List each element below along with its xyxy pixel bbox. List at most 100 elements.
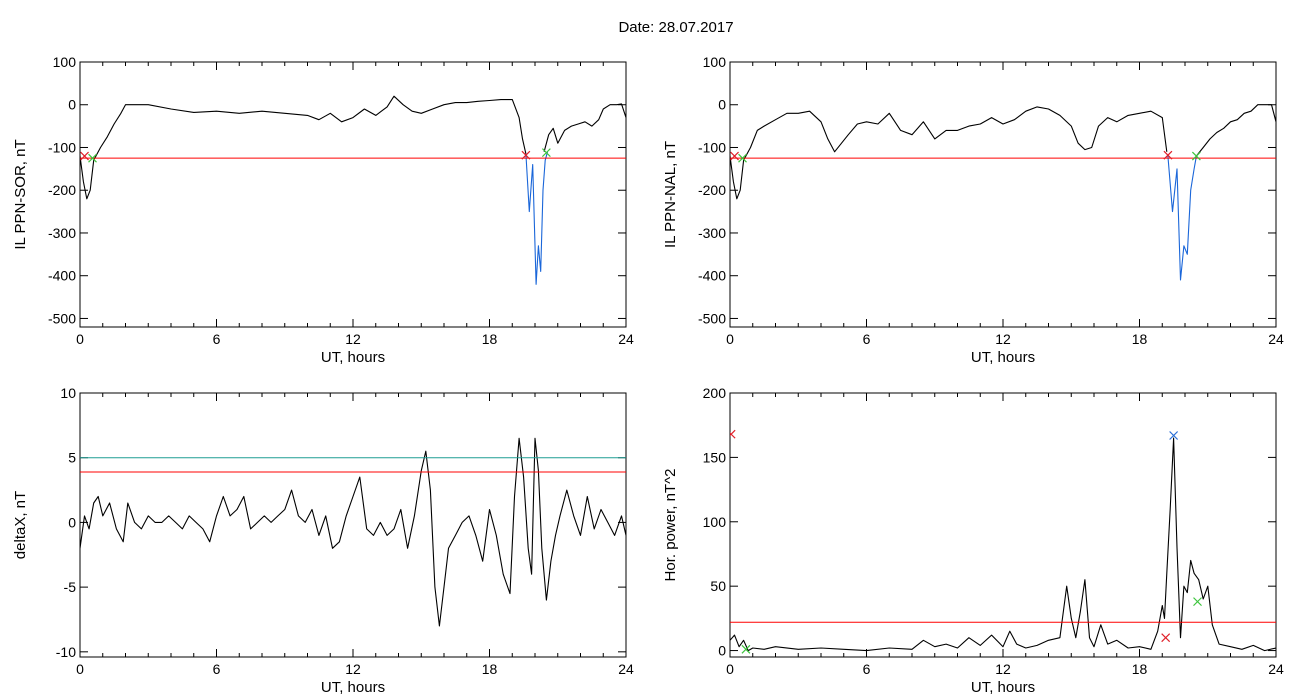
y-tick-label: 0 (68, 97, 76, 113)
series-line-0 (730, 437, 1276, 652)
series-line-1 (543, 103, 626, 152)
plot-frame (79, 392, 627, 658)
series-line-0 (730, 106, 1168, 200)
x-tick-label: 24 (1268, 661, 1284, 677)
marker-stroke (1169, 431, 1179, 440)
plot-frame (729, 392, 1277, 658)
x-tick-label: 6 (213, 661, 221, 677)
y-tick-label: 10 (60, 385, 76, 401)
plot-data-layer (730, 429, 1276, 654)
y-tick-label: 50 (710, 578, 726, 594)
series-line-0 (80, 95, 527, 200)
x-tick-label: 24 (618, 661, 634, 677)
y-tick-label: -10 (56, 644, 76, 660)
x-tick-label: 0 (76, 661, 84, 677)
x-tick-label: 12 (345, 331, 361, 347)
event-marker (1193, 597, 1202, 607)
y-tick-label: -300 (698, 225, 726, 241)
y-tick-label: -200 (48, 182, 76, 198)
x-tick-label: 18 (482, 331, 498, 347)
x-tick-label: 0 (726, 331, 734, 347)
y-tick-label: 100 (703, 514, 727, 530)
event-marker (521, 150, 531, 160)
y-tick-label: -300 (48, 225, 76, 241)
y-axis-label: Hor. power, nT^2 (662, 469, 679, 582)
marker-stroke (80, 151, 89, 161)
y-tick-label: 150 (703, 449, 727, 465)
plot-data-layer (80, 437, 626, 627)
y-tick-label: -400 (698, 268, 726, 284)
series-line-2 (525, 151, 549, 285)
marker-stroke (738, 153, 747, 163)
x-axis-label: UT, hours (971, 679, 1035, 696)
y-tick-label: 0 (718, 643, 726, 659)
event-marker (1161, 633, 1171, 643)
series-line-1 (1195, 104, 1276, 157)
event-marker (1191, 151, 1201, 161)
marker-stroke (730, 429, 736, 437)
x-tick-label: 12 (995, 331, 1011, 347)
x-axis-label: UT, hours (321, 349, 385, 366)
y-axis-label: IL PPN-NAL, nT (662, 141, 679, 248)
x-tick-label: 6 (863, 331, 871, 347)
marker-stroke (541, 148, 551, 158)
x-tick-label: 12 (345, 661, 361, 677)
event-marker (1163, 150, 1173, 160)
y-axis-label: deltaX, nT (12, 491, 29, 559)
y-tick-label: -500 (48, 310, 76, 326)
x-axis-label: UT, hours (321, 679, 385, 696)
x-tick-label: 18 (482, 661, 498, 677)
event-marker (80, 151, 89, 161)
x-tick-label: 6 (863, 661, 871, 677)
plot-data-layer (730, 104, 1276, 281)
y-tick-label: 100 (703, 54, 727, 70)
plot-frame (729, 61, 1277, 328)
y-tick-label: 5 (68, 450, 76, 466)
x-tick-label: 24 (1268, 331, 1284, 347)
y-tick-label: 0 (718, 97, 726, 113)
x-tick-label: 0 (726, 661, 734, 677)
marker-stroke (1191, 151, 1201, 161)
y-tick-label: -100 (48, 139, 76, 155)
x-tick-label: 0 (76, 331, 84, 347)
y-tick-label: -5 (64, 579, 77, 595)
event-marker (741, 644, 751, 654)
y-tick-label: -500 (698, 310, 726, 326)
marker-stroke (1161, 633, 1171, 643)
marker-stroke (730, 151, 739, 161)
x-tick-label: 24 (618, 331, 634, 347)
event-marker (730, 429, 736, 439)
marker-stroke (741, 644, 751, 654)
x-tick-label: 6 (213, 331, 221, 347)
marker-stroke (1193, 597, 1202, 607)
y-tick-label: -400 (48, 268, 76, 284)
series-line-2 (1167, 155, 1197, 281)
y-tick-label: -200 (698, 182, 726, 198)
y-tick-label: 0 (68, 514, 76, 530)
x-tick-label: 18 (1132, 331, 1148, 347)
date-label: Date: 28.07.2017 (618, 19, 734, 36)
series-line-0 (80, 437, 626, 627)
marker-stroke (1163, 150, 1173, 160)
chart-panel-bottom-right: 0 6 12 18 24 0 50 100 150 200 UT, hours Hor. power,… (662, 385, 1284, 696)
y-tick-label: -100 (698, 139, 726, 155)
plot-data-layer (80, 95, 626, 285)
event-marker (730, 151, 739, 161)
y-tick-label: 200 (703, 385, 727, 401)
event-marker (738, 153, 747, 163)
event-marker (1169, 431, 1179, 440)
x-tick-label: 18 (1132, 661, 1148, 677)
event-marker (88, 153, 97, 163)
marker-stroke (88, 153, 97, 163)
marker-stroke (521, 150, 531, 160)
event-marker (541, 148, 551, 158)
chart-panel-top-right: 0 6 12 18 24 -500 -400 -300 -200 -100 0 100 UT, hour… (662, 54, 1284, 366)
x-axis-label: UT, hours (971, 349, 1035, 366)
x-tick-label: 12 (995, 661, 1011, 677)
y-tick-label: 100 (53, 54, 77, 70)
y-axis-label: IL PPN-SOR, nT (12, 139, 29, 249)
chart-panel-bottom-left: 0 6 12 18 24 -10 -5 0 5 10 UT, hours deltaX, nT (12, 385, 634, 696)
plot-frame (79, 61, 627, 328)
chart-panel-top-left: 0 6 12 18 24 -500 -400 -300 -200 -100 0 100 UT, hour… (12, 54, 634, 366)
